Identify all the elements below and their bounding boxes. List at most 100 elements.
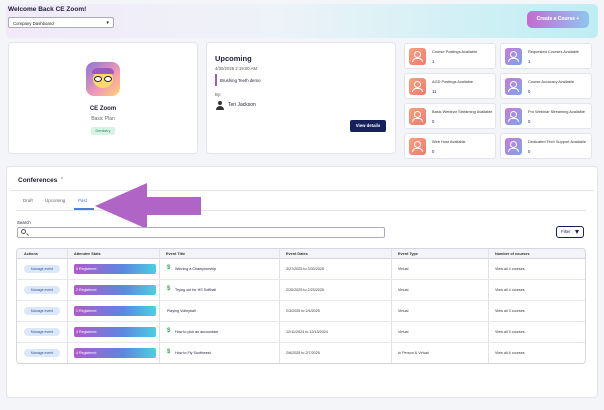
column-header: Event Type [398,252,418,256]
table-row: Manage event 4 Registered $ How to Fly Sout… [17,343,585,363]
welcome-title: Welcome Back CE Zoom! [8,6,87,13]
stat-value: 0 [528,89,531,94]
event-type: Virtual [398,288,409,292]
table-row: Manage event 5 Registered $ Winning a Champ… [17,259,585,280]
tab-draft[interactable]: Draft [23,198,33,203]
stat-value: 0 [432,119,435,124]
column-header: Event Dates [286,252,308,256]
caret-down-icon [575,230,579,234]
stat-value: 1 [528,59,531,64]
registered-badge: 2 Registered [74,285,156,295]
create-course-button[interactable]: Create a Course + [527,11,589,28]
table-row: Manage event 4 Registered $ How to pick an … [17,322,585,343]
column-divider [391,249,392,363]
manage-event-button[interactable]: Manage event [24,307,60,315]
upcoming-accent-bar [215,74,217,86]
avatar [86,62,120,96]
column-header: Number of courses [495,252,530,256]
event-type: Virtual [398,309,409,313]
dollar-icon: $ [167,265,171,271]
view-courses-link[interactable]: View all 3 courses [495,309,525,313]
stat-label: Course Accuracy Available [528,79,574,84]
dollar-icon: $ [167,286,171,292]
event-title: How to pick an accountant [175,330,219,334]
registered-badge: 4 Registered [74,327,156,337]
event-dates: 2/6/2025 to 2/7/2025 [286,351,320,355]
search-input[interactable] [17,227,385,238]
upcoming-datetime: 4/30/2025 2:19:00 AM [215,66,258,71]
search-icon [21,229,26,234]
column-header: Event Title [166,252,186,256]
stat-label: Course Postings Available [432,49,478,54]
stat-label: AGD Postings Available [432,79,474,84]
stat-value: 0 [528,149,531,154]
event-title: Trying out for HS Softball [175,288,217,292]
user-icon [409,48,426,65]
tab-past[interactable]: Past [78,198,88,203]
manage-event-button[interactable]: Manage event [24,349,60,357]
profile-name: CE Zoom [89,106,117,112]
upcoming-title: Upcoming [215,54,252,63]
table-header [17,249,585,259]
event-title: Playing Volleyball [167,309,196,313]
table-row: Manage event 0 Registered Playing Volleyba… [17,301,585,322]
event-title: How to Fly Southwest [175,351,211,355]
user-icon [409,138,426,155]
upcoming-host: Teri Jackson [228,102,256,108]
registered-badge: 4 Registered [74,348,156,358]
stat-tile: Dedicated Tech Support Available 0 [500,133,592,159]
dashboard-select-value: Company Dashboard [13,21,54,26]
upcoming-by-label: By: [215,92,222,97]
event-dates: 2/20/2025 to 2/23/2025 [286,288,324,292]
stat-tile: Requested Courses Available 1 [500,43,592,69]
chevron-down-icon: ▾ [106,20,109,26]
event-dates: 2/3/2025 to 2/4/2025 [286,309,320,313]
event-type: Virtual [398,330,409,334]
stat-tile: AGD Postings Available 11 [404,73,496,99]
stat-value: 0 [528,119,531,124]
annotation-arrow [95,183,201,229]
column-divider [279,249,280,363]
manage-event-button[interactable]: Manage event [24,265,60,273]
stat-tile: Web Host Available 0 [404,133,496,159]
chevron-up-icon[interactable]: ⌃ [60,177,65,183]
stat-value: 1 [432,59,435,64]
stat-tile: Course Accuracy Available 0 [500,73,592,99]
dollar-icon: $ [167,328,171,334]
registered-badge: 5 Registered [74,264,156,274]
event-dates: 3/27/2025 to 3/30/2025 [286,267,324,271]
manage-event-button[interactable]: Manage event [24,328,60,336]
stat-label: Pro Webinar Streaming Available [528,109,585,114]
manage-event-button[interactable]: Manage event [24,286,60,294]
dashboard-select[interactable]: Company Dashboard ▾ [8,17,114,28]
conferences-title: Conferences [18,177,58,184]
dollar-icon: $ [167,349,171,355]
user-icon [409,108,426,125]
column-divider [159,249,160,363]
stat-tile: Basic Webinar Streaming Available 0 [404,103,496,129]
stat-value: 11 [432,89,437,94]
view-courses-link[interactable]: View all 4 courses [495,288,525,292]
column-header: Attendee Stats [74,252,101,256]
view-details-button[interactable]: View details [350,120,386,132]
tab-upcoming[interactable]: Upcoming [45,198,66,203]
stat-tile: Pro Webinar Streaming Available 0 [500,103,592,129]
stat-label: Dedicated Tech Support Available [528,139,587,144]
view-courses-link[interactable]: View all 5 courses [495,330,525,334]
column-divider [67,249,68,363]
table-row: Manage event 2 Registered $ Trying out for … [17,280,585,301]
event-type: In Person & Virtual [398,351,429,355]
stat-label: Basic Webinar Streaming Available [432,109,493,114]
column-divider [488,249,489,363]
filter-button[interactable]: Filter [556,226,584,238]
stat-label: Web Host Available [432,139,466,144]
filter-button-label: Filter [561,229,571,234]
view-courses-link[interactable]: View all 6 courses [495,351,525,355]
view-courses-link[interactable]: View all 4 courses [495,267,525,271]
column-header: Actions [24,252,38,256]
user-icon [409,78,426,95]
conferences-table: Actions Attendee Stats Event Title Event… [16,248,586,364]
stat-tile: Course Postings Available 1 [404,43,496,69]
profile-card [8,42,198,154]
search-label: Search [17,220,31,225]
